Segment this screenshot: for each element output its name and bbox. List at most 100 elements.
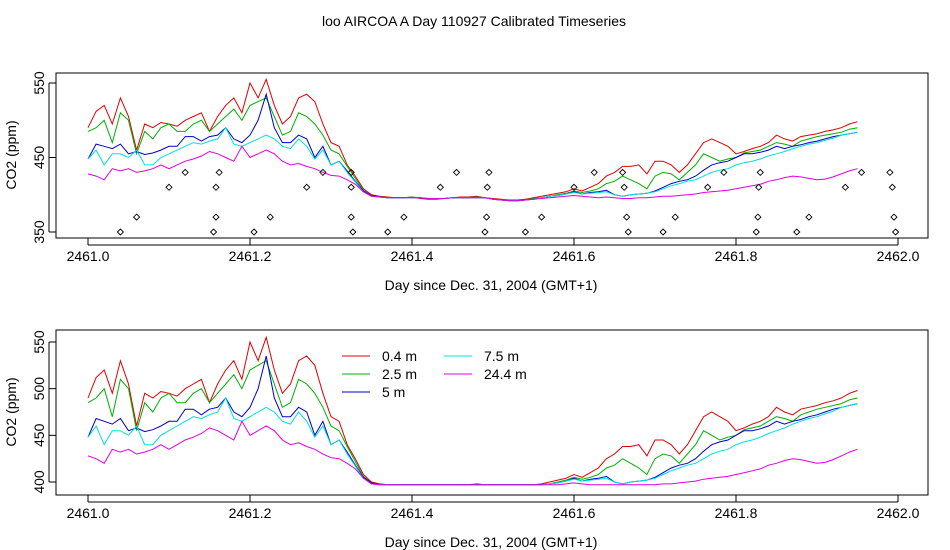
legend-item: 0.4 m — [342, 348, 417, 364]
marker-point — [671, 213, 679, 221]
marker-point — [570, 183, 578, 191]
marker-point — [754, 213, 762, 221]
marker-point — [755, 183, 763, 191]
y-tick-label: 500 — [31, 377, 47, 401]
series-line-24-4-m-m — [87, 145, 858, 202]
legend-label: 2.5 m — [382, 366, 417, 382]
series-line-5-m-m — [87, 355, 858, 486]
top-x-axis: 2461.0 2461.2 2461.4 2461.6 2461.8 2462.0 — [67, 238, 920, 264]
series-line-24-4-m-m — [87, 420, 858, 486]
marker-point — [623, 213, 631, 221]
marker-point — [756, 168, 764, 177]
marker-point — [888, 183, 896, 191]
y-tick-label: 450 — [31, 146, 47, 170]
marker-point — [116, 228, 125, 236]
x-tick-label: 2461.8 — [715, 505, 758, 521]
marker-point — [215, 168, 223, 177]
x-tick-label: 2462.0 — [877, 505, 920, 521]
bottom-series-lines — [87, 335, 858, 486]
marker-point — [347, 168, 355, 177]
bottom-x-axis: 2461.0 2461.2 2461.4 2461.6 2461.8 2462.0 — [67, 495, 920, 521]
bottom-y-axis-label: CO2 (ppm) — [3, 377, 19, 446]
top-panel: 2461.0 2461.2 2461.4 2461.6 2461.8 2462.0 350… — [3, 71, 929, 293]
marker-point — [347, 183, 355, 191]
x-tick-label: 2461.8 — [715, 248, 758, 264]
marker-point — [704, 183, 712, 191]
marker-point — [181, 168, 189, 177]
legend-item: 5 m — [342, 384, 405, 400]
top-series-lines — [87, 77, 858, 202]
marker-point — [618, 168, 627, 177]
marker-point — [165, 183, 173, 191]
marker-point — [212, 183, 220, 191]
series-line-5-m-m — [87, 92, 858, 202]
x-tick-label: 2461.6 — [553, 248, 596, 264]
x-tick-label: 2461.0 — [67, 505, 110, 521]
marker-point — [349, 228, 357, 236]
bottom-panel: 2461.0 2461.2 2461.4 2461.6 2461.8 2462.0 400… — [3, 329, 929, 550]
legend-label: 5 m — [382, 384, 405, 400]
marker-point — [485, 168, 493, 177]
x-tick-label: 2461.2 — [229, 248, 272, 264]
series-line-2-5-m-m — [87, 359, 858, 486]
marker-point — [436, 183, 444, 191]
marker-point — [752, 228, 760, 236]
y-tick-label: 550 — [31, 330, 47, 354]
top-x-axis-label: Day since Dec. 31, 2004 (GMT+1) — [385, 277, 598, 293]
marker-point — [659, 228, 667, 236]
top-y-axis-label: CO2 (ppm) — [3, 120, 19, 189]
figure-title: loo AIRCOA A Day 110927 Calibrated Times… — [322, 13, 626, 29]
marker-point — [384, 228, 392, 236]
marker-point — [347, 213, 355, 221]
legend-item: 24.4 m — [444, 366, 527, 382]
series-line-2-5-m-m — [87, 97, 858, 202]
series-line-0-4-m-m — [87, 77, 858, 201]
x-tick-label: 2461.4 — [391, 248, 434, 264]
marker-point — [886, 168, 894, 177]
marker-point — [720, 168, 728, 177]
marker-point — [890, 213, 898, 221]
legend-label: 7.5 m — [484, 348, 519, 364]
marker-point — [319, 168, 327, 177]
legend: 0.4 m 2.5 m 5 m 7.5 m 24.4 m — [342, 348, 527, 400]
top-markers — [116, 168, 900, 236]
bottom-y-axis: 400 450 500 550 — [31, 330, 56, 494]
legend-label: 0.4 m — [382, 348, 417, 364]
marker-point — [482, 213, 491, 221]
bottom-plot-frame — [55, 329, 929, 496]
x-tick-label: 2461.6 — [553, 505, 596, 521]
marker-point — [212, 213, 220, 221]
x-tick-label: 2461.2 — [229, 505, 272, 521]
x-tick-label: 2462.0 — [877, 248, 920, 264]
marker-point — [521, 228, 530, 236]
top-plot-frame — [55, 72, 929, 239]
marker-point — [620, 183, 628, 191]
bottom-x-axis-label: Day since Dec. 31, 2004 (GMT+1) — [385, 534, 598, 550]
marker-point — [452, 168, 461, 177]
legend-item: 7.5 m — [444, 348, 519, 364]
y-tick-label: 550 — [31, 71, 47, 95]
series-line-7-5-m-m — [87, 126, 858, 202]
marker-point — [537, 213, 546, 221]
marker-point — [624, 228, 632, 236]
marker-point — [209, 228, 218, 236]
x-tick-label: 2461.4 — [391, 505, 434, 521]
marker-point — [857, 168, 866, 177]
marker-point — [250, 228, 258, 236]
marker-point — [483, 183, 491, 191]
y-tick-label: 400 — [31, 470, 47, 494]
marker-point — [303, 183, 311, 191]
marker-point — [891, 228, 900, 236]
marker-point — [266, 213, 274, 221]
marker-point — [805, 213, 813, 221]
top-y-axis: 350 450 550 — [31, 71, 56, 244]
series-line-7-5-m-m — [87, 396, 858, 486]
legend-item: 2.5 m — [342, 366, 417, 382]
marker-point — [590, 168, 598, 177]
marker-point — [400, 213, 408, 221]
marker-point — [793, 228, 801, 236]
series-line-0-4-m-m — [87, 335, 858, 486]
y-tick-label: 350 — [31, 220, 47, 244]
x-tick-label: 2461.0 — [67, 248, 110, 264]
